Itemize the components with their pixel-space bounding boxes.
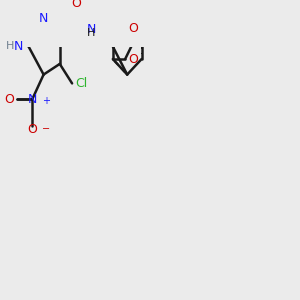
Text: −: − [42, 124, 50, 134]
Text: O: O [4, 93, 14, 106]
Text: O: O [27, 123, 37, 136]
Text: H: H [6, 41, 14, 51]
Text: H: H [87, 28, 95, 38]
Text: N: N [86, 23, 96, 36]
Text: N: N [39, 12, 48, 25]
Text: N: N [28, 93, 37, 106]
Text: O: O [128, 22, 138, 34]
Text: Cl: Cl [75, 77, 87, 90]
Text: N: N [14, 40, 23, 53]
Text: O: O [71, 0, 81, 10]
Text: +: + [42, 96, 50, 106]
Text: O: O [128, 52, 138, 66]
